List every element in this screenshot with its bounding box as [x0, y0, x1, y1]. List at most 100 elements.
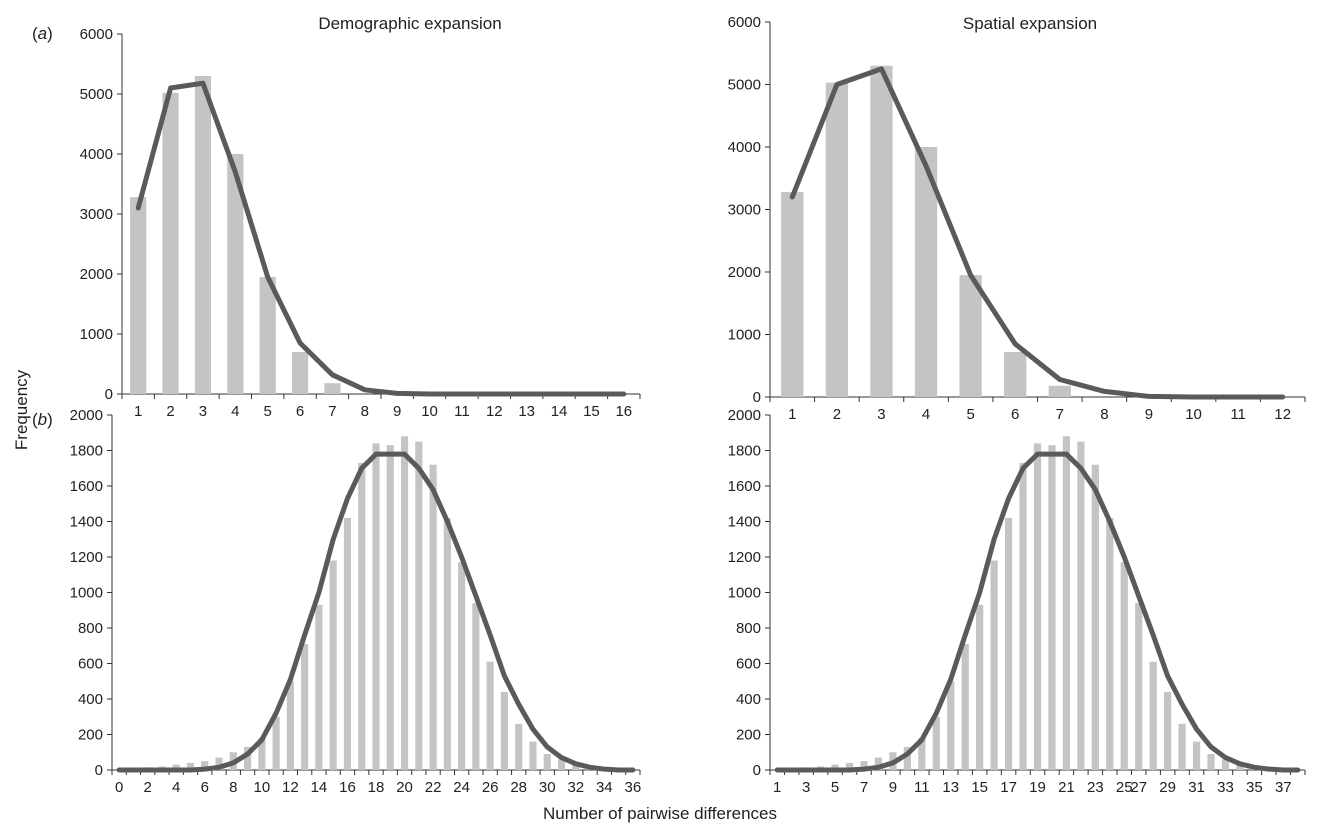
x-tick-label: 12 — [282, 779, 299, 796]
y-tick-label: 6000 — [80, 26, 113, 43]
bar — [959, 275, 982, 397]
x-tick-label: 18 — [368, 779, 385, 796]
bar — [486, 661, 494, 770]
x-tick-label: 5 — [831, 779, 839, 796]
x-tick-label: 37 — [1275, 779, 1292, 796]
y-tick-label: 0 — [95, 762, 103, 779]
x-tick-label: 25 — [1116, 779, 1133, 796]
bar — [201, 761, 209, 770]
y-tick-label: 6000 — [728, 14, 761, 31]
y-tick-label: 1400 — [70, 514, 103, 531]
x-tick-label: 36 — [625, 779, 642, 796]
x-tick-label: 4 — [172, 779, 180, 796]
x-tick-label: 19 — [1029, 779, 1046, 796]
bar — [386, 445, 394, 770]
bar — [259, 277, 276, 394]
x-tick-label: 17 — [1000, 779, 1017, 796]
x-tick-label: 16 — [615, 403, 632, 420]
bar — [976, 604, 984, 770]
bar — [1019, 462, 1027, 770]
bar — [874, 757, 883, 770]
x-tick-label: 1 — [788, 406, 796, 423]
x-tick-label: 4 — [922, 406, 930, 423]
y-tick-label: 1400 — [728, 514, 761, 531]
bar — [1048, 445, 1056, 770]
x-tick-label: 10 — [1185, 406, 1202, 423]
panel-label-a: (a) — [32, 24, 53, 43]
bar — [903, 746, 911, 770]
x-tick-label: 27 — [1130, 779, 1147, 796]
x-tick-label: 9 — [1145, 406, 1153, 423]
x-tick-label: 10 — [253, 779, 270, 796]
chart-title-demographic: Demographic expansion — [318, 14, 502, 33]
x-tick-label: 5 — [966, 406, 974, 423]
x-tick-label: 33 — [1217, 779, 1234, 796]
x-tick-label: 3 — [802, 779, 810, 796]
y-tick-label: 1000 — [728, 585, 761, 602]
y-tick-label: 1800 — [728, 443, 761, 460]
x-tick-label: 35 — [1246, 779, 1263, 796]
x-tick-label: 8 — [229, 779, 237, 796]
y-tick-label: 1000 — [728, 327, 761, 344]
y-tick-label: 600 — [736, 656, 761, 673]
bar — [914, 147, 938, 397]
y-tick-label: 0 — [753, 762, 761, 779]
bar — [429, 464, 437, 770]
chart-title-spatial: Spatial expansion — [962, 14, 1098, 33]
bar — [301, 643, 309, 770]
x-tick-label: 6 — [1011, 406, 1019, 423]
bar — [870, 65, 893, 397]
bar — [329, 560, 337, 770]
x-tick-label: 9 — [393, 403, 401, 420]
bar — [1120, 562, 1128, 770]
x-tick-label: 26 — [482, 779, 499, 796]
x-tick-label: 28 — [510, 779, 527, 796]
bar — [500, 691, 508, 770]
bar — [472, 603, 480, 770]
bar — [1004, 352, 1027, 397]
bar — [572, 764, 580, 770]
bar — [1106, 517, 1114, 770]
bar — [172, 764, 180, 770]
bar — [272, 716, 280, 770]
y-tick-label: 400 — [78, 691, 103, 708]
bar — [557, 759, 566, 770]
bar — [781, 192, 804, 397]
panel-label-b: (b) — [32, 410, 53, 429]
y-tick-label: 1000 — [70, 585, 103, 602]
y-tick-label: 0 — [105, 386, 113, 403]
y-tick-label: 1600 — [70, 478, 103, 495]
x-tick-label: 1 — [134, 403, 142, 420]
bar — [215, 757, 223, 770]
y-tick-label: 800 — [78, 620, 103, 637]
x-tick-label: 12 — [486, 403, 503, 420]
bar — [1192, 741, 1201, 770]
bar — [529, 741, 537, 770]
x-tick-label: 11 — [1230, 406, 1246, 423]
bar — [291, 352, 309, 394]
y-tick-label: 800 — [736, 620, 761, 637]
x-tick-label: 20 — [396, 779, 413, 796]
bar — [343, 517, 352, 770]
y-tick-label: 1800 — [70, 443, 103, 460]
x-tick-label: 15 — [971, 779, 988, 796]
bar — [825, 82, 849, 397]
x-tick-label: 2 — [166, 403, 174, 420]
y-tick-label: 3000 — [728, 202, 761, 219]
bar — [443, 517, 451, 770]
bar — [543, 754, 551, 770]
y-tick-label: 1200 — [728, 549, 761, 566]
x-tick-label: 8 — [361, 403, 369, 420]
x-tick-label: 1 — [773, 779, 781, 796]
y-tick-label: 1600 — [728, 478, 761, 495]
bar — [1091, 464, 1099, 770]
y-tick-label: 1200 — [70, 549, 103, 566]
x-tick-label: 7 — [860, 779, 868, 796]
bar — [961, 643, 969, 770]
y-tick-label: 200 — [78, 727, 103, 744]
y-tick-label: 400 — [736, 691, 761, 708]
bar — [1236, 764, 1244, 770]
x-tick-label: 0 — [115, 779, 123, 796]
y-tick-label: 200 — [736, 727, 761, 744]
